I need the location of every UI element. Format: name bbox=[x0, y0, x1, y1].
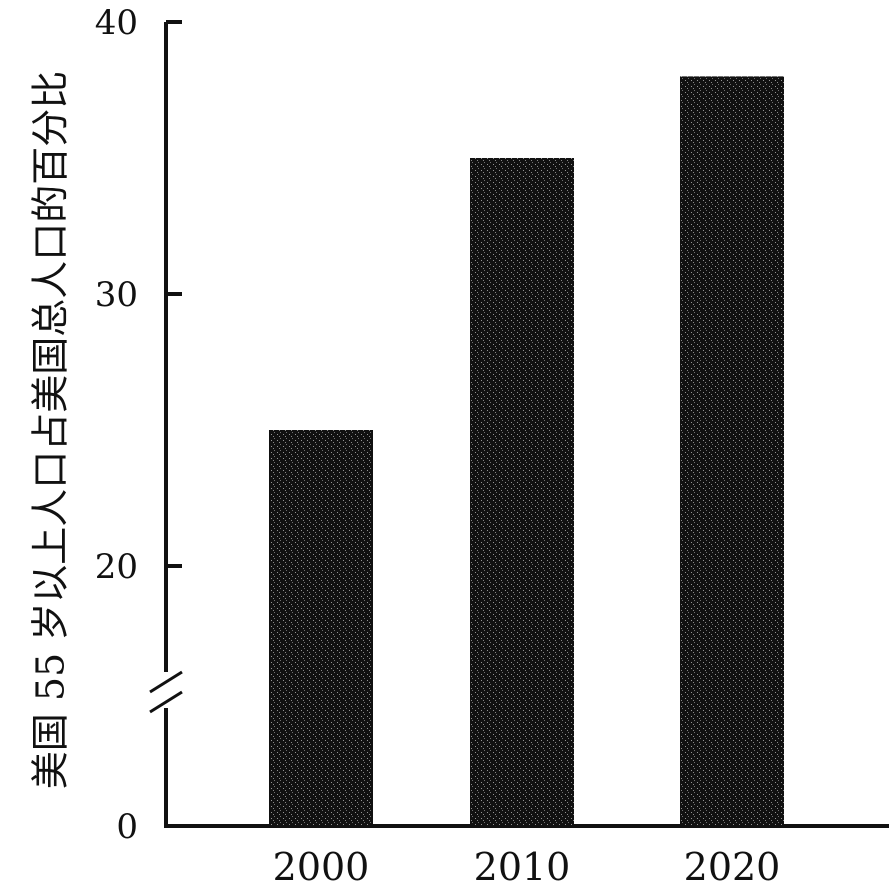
x-labels-group: 2000 2010 2020 bbox=[273, 845, 781, 889]
x-tick-label: 2020 bbox=[684, 845, 781, 889]
bar-2010 bbox=[470, 158, 574, 826]
x-tick-label: 2010 bbox=[474, 845, 571, 889]
y-tick-label: 30 bbox=[95, 275, 138, 315]
bar-2020 bbox=[680, 76, 784, 826]
x-tick-label: 2000 bbox=[273, 845, 370, 889]
axis-break-mark bbox=[149, 670, 183, 694]
axis-break-mark bbox=[149, 690, 183, 714]
y-axis-title: 美国 55 岁以上人口占美国总人口的百分比 bbox=[29, 71, 73, 790]
y-tick-label: 0 bbox=[116, 807, 138, 847]
y-tick-label: 20 bbox=[95, 547, 138, 587]
y-tick-label: 40 bbox=[95, 3, 138, 43]
bar-2000 bbox=[269, 430, 373, 826]
bars-group bbox=[269, 76, 784, 826]
